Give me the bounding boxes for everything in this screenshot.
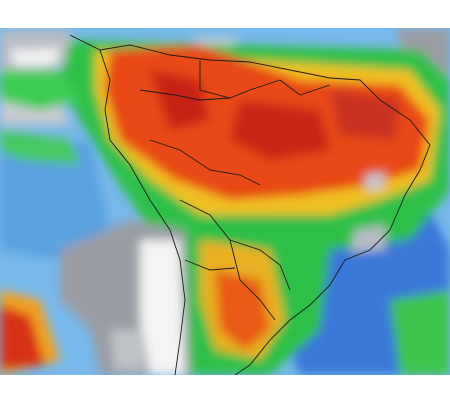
field-blobs: [0, 28, 450, 375]
map-field: [0, 28, 450, 375]
borders: [69, 34, 431, 375]
